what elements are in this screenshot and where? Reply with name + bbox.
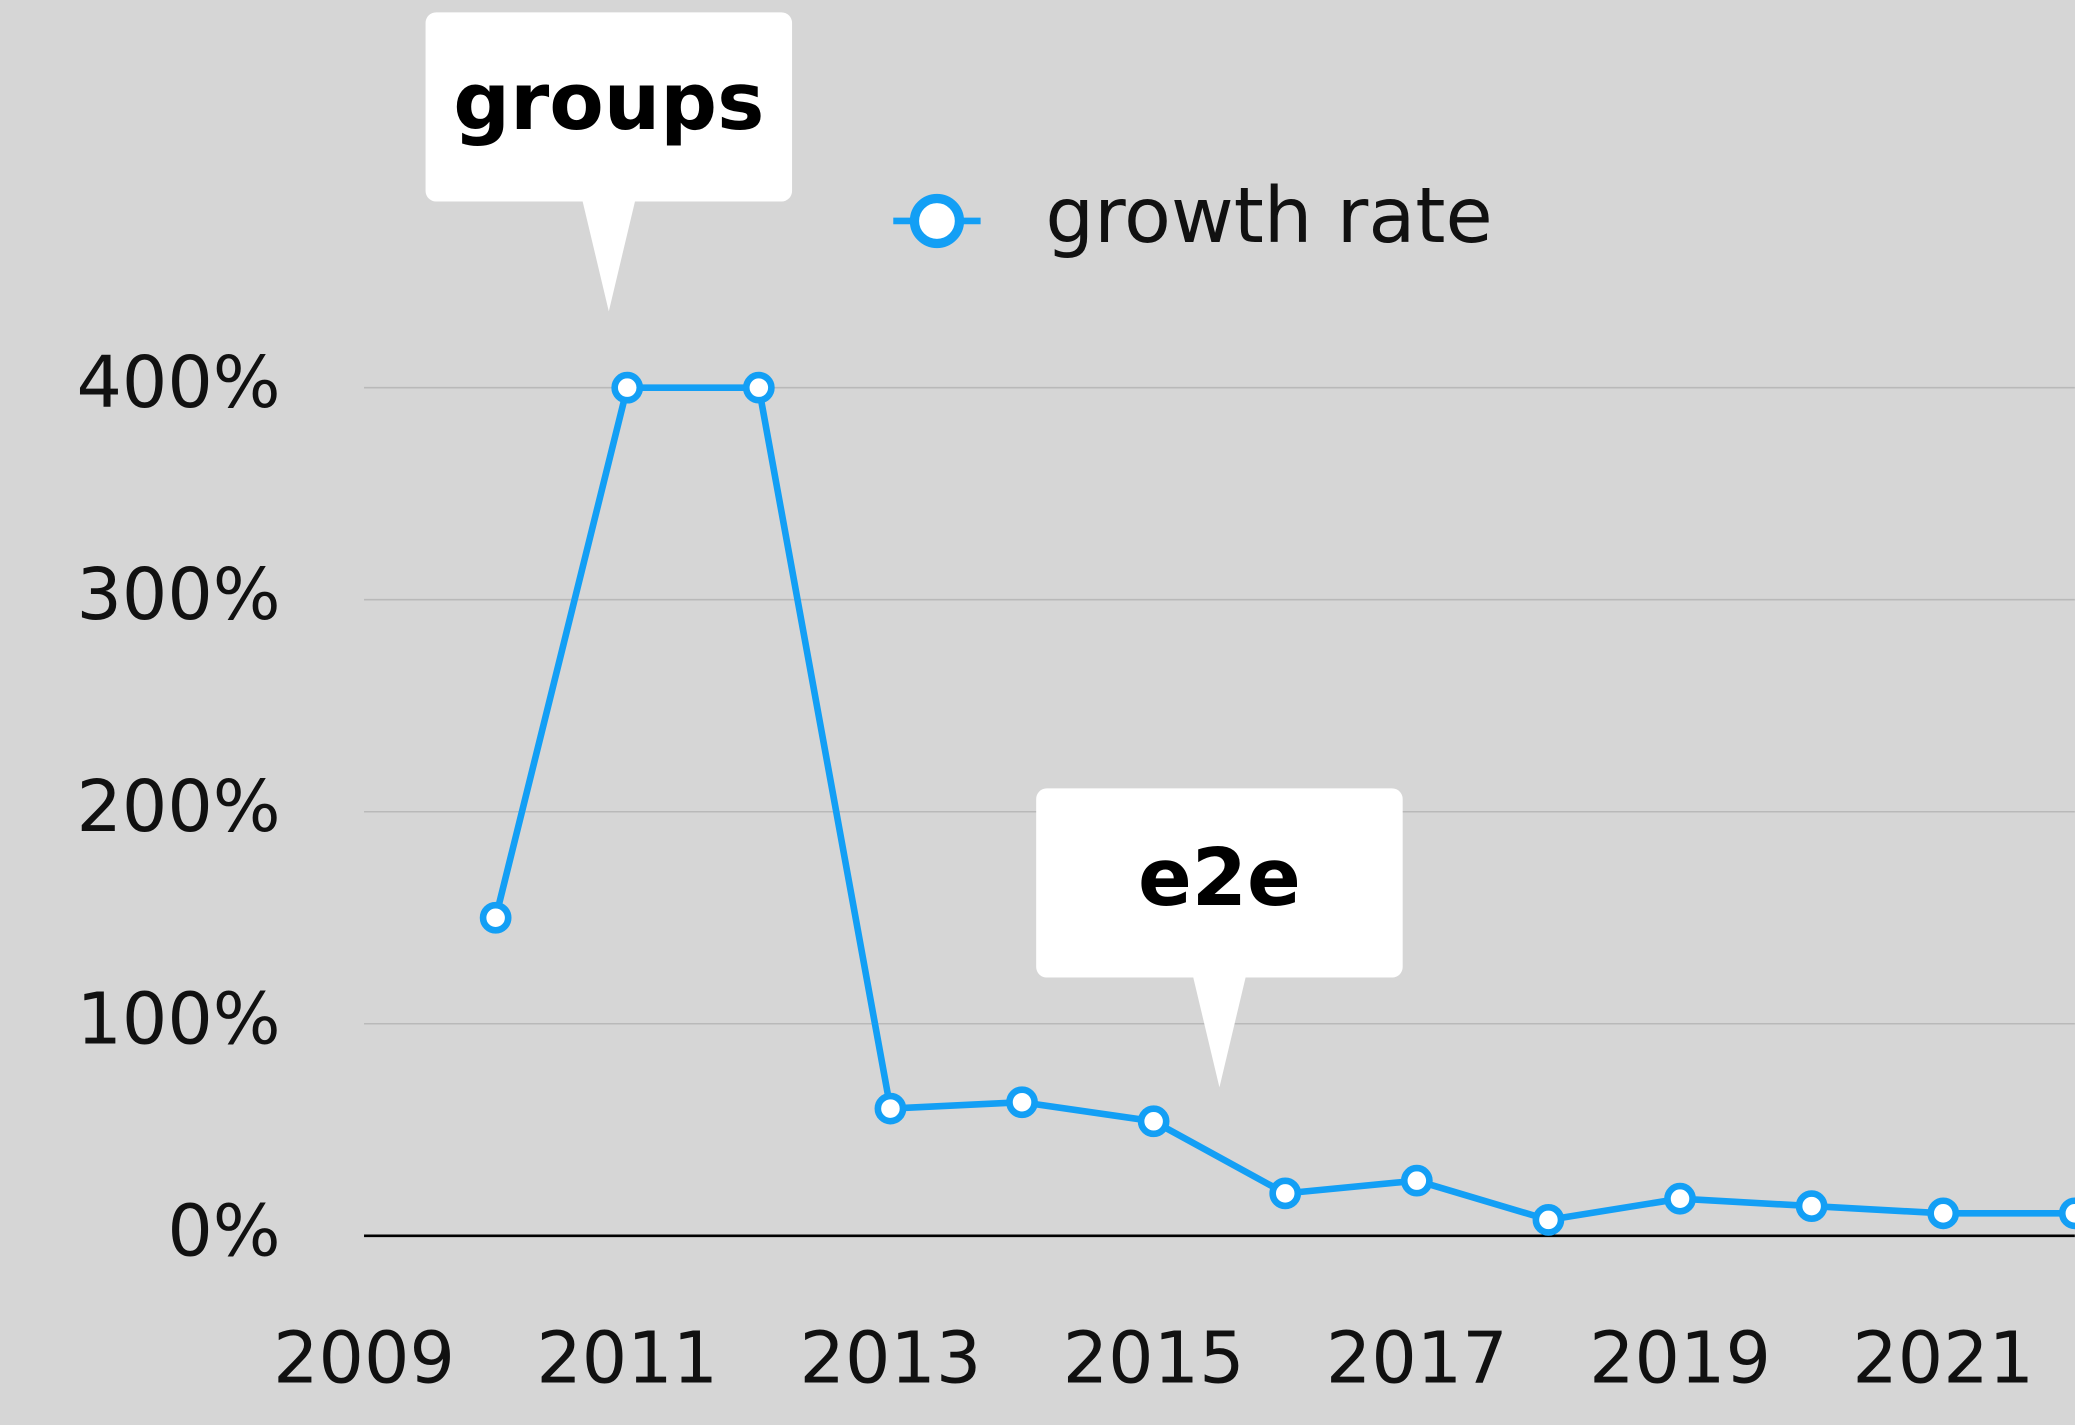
data-point [742, 371, 775, 404]
callout-pointer [1192, 976, 1246, 1088]
data-point [1137, 1105, 1170, 1138]
data-point [874, 1092, 907, 1125]
callout: groups [425, 12, 793, 312]
x-tick-label: 2009 [273, 1316, 455, 1399]
y-tick-label: 400% [76, 341, 280, 424]
data-point [1400, 1164, 1433, 1197]
legend-marker [909, 193, 965, 249]
data-point [1795, 1190, 1828, 1222]
callout-text: e2e [1138, 831, 1301, 924]
data-point [2058, 1197, 2075, 1230]
callout-box [1036, 788, 1403, 978]
x-tick-label: 2017 [1326, 1316, 1508, 1399]
data-point [611, 371, 644, 404]
callout-pointer [582, 200, 636, 312]
data-point [479, 901, 512, 934]
y-tick-label: 0% [167, 1189, 280, 1272]
callout-box [425, 12, 793, 202]
x-tick-label: 2019 [1589, 1316, 1771, 1399]
legend-label: growth rate [1045, 172, 1492, 261]
data-point [1006, 1086, 1038, 1119]
callout-text: groups [453, 55, 764, 148]
x-tick-label: 2015 [1063, 1316, 1245, 1399]
callout: e2e [1036, 788, 1403, 1088]
x-tick-label: 2021 [1852, 1316, 2034, 1399]
y-tick-label: 100% [76, 977, 280, 1060]
x-tick-label: 2013 [800, 1316, 982, 1399]
data-point [1269, 1177, 1302, 1210]
y-tick-label: 300% [76, 553, 280, 636]
x-tick-label: 2011 [536, 1316, 718, 1399]
data-point [1664, 1182, 1696, 1215]
data-point [1532, 1204, 1565, 1236]
y-tick-label: 200% [76, 765, 280, 848]
data-point [1927, 1197, 1960, 1230]
